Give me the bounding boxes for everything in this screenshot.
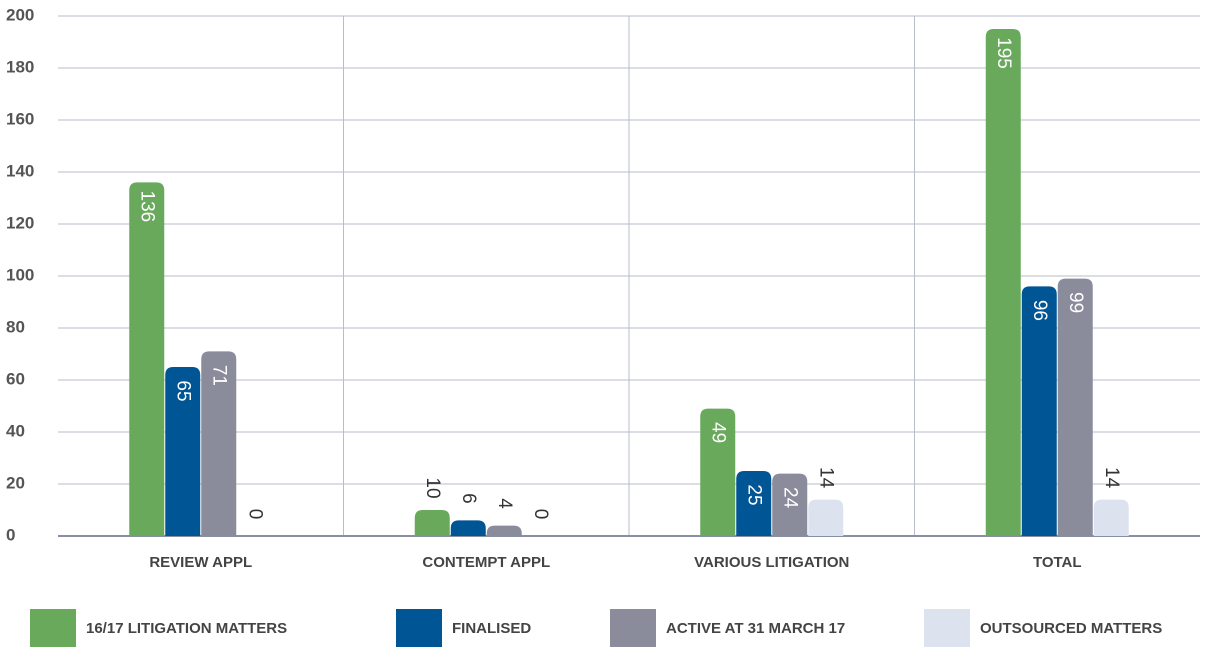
legend-label: ACTIVE AT 31 MARCH 17 [666,620,845,637]
bar [772,473,808,536]
bar [985,29,1021,536]
value-label: 136 [137,191,158,223]
bar [486,525,522,536]
bar [129,182,165,536]
y-tick-label: 80 [6,317,25,336]
value-label: 6 [458,493,479,504]
bar [1093,499,1129,536]
y-tick-label: 160 [6,109,34,128]
legend-swatch [396,609,442,647]
value-label: 25 [744,484,765,505]
y-tick-label: 100 [6,265,34,284]
legend-swatch [30,609,76,647]
legend-label: 16/17 LITIGATION MATTERS [86,620,287,637]
x-tick-label: TOTAL [1033,554,1082,571]
bar [808,499,844,536]
y-tick-label: 200 [6,5,34,24]
x-tick-label: CONTEMPT APPL [422,554,550,571]
value-label: 71 [209,365,230,386]
bar [700,408,736,536]
value-label: 96 [1029,300,1050,321]
legend-swatch [924,609,970,647]
bar [165,367,201,536]
legend-label: FINALISED [452,620,531,637]
value-label: 99 [1065,292,1086,313]
value-label: 195 [993,37,1014,69]
value-label: 24 [780,487,801,509]
y-tick-label: 140 [6,161,34,180]
x-tick-label: REVIEW APPL [149,554,252,571]
value-label: 4 [494,498,515,509]
value-label: 0 [530,509,551,520]
y-tick-label: 120 [6,213,34,232]
value-label: 65 [173,380,194,401]
bar [414,510,450,536]
x-tick-label: VARIOUS LITIGATION [694,554,849,571]
bar [450,520,486,536]
y-tick-label: 180 [6,57,34,76]
y-tick-label: 40 [6,421,25,440]
value-label: 0 [245,509,266,520]
value-label: 49 [708,422,729,443]
value-label: 10 [422,477,443,498]
bar [1021,286,1057,536]
legend-swatch [610,609,656,647]
legend-label: OUTSOURCED MATTERS [980,620,1162,637]
value-label: 14 [1101,467,1122,489]
y-tick-label: 0 [6,525,15,544]
y-tick-label: 20 [6,473,25,492]
y-tick-label: 60 [6,369,25,388]
bar [1057,278,1093,536]
bar [201,351,237,536]
bar [736,471,772,536]
value-label: 14 [816,467,837,489]
